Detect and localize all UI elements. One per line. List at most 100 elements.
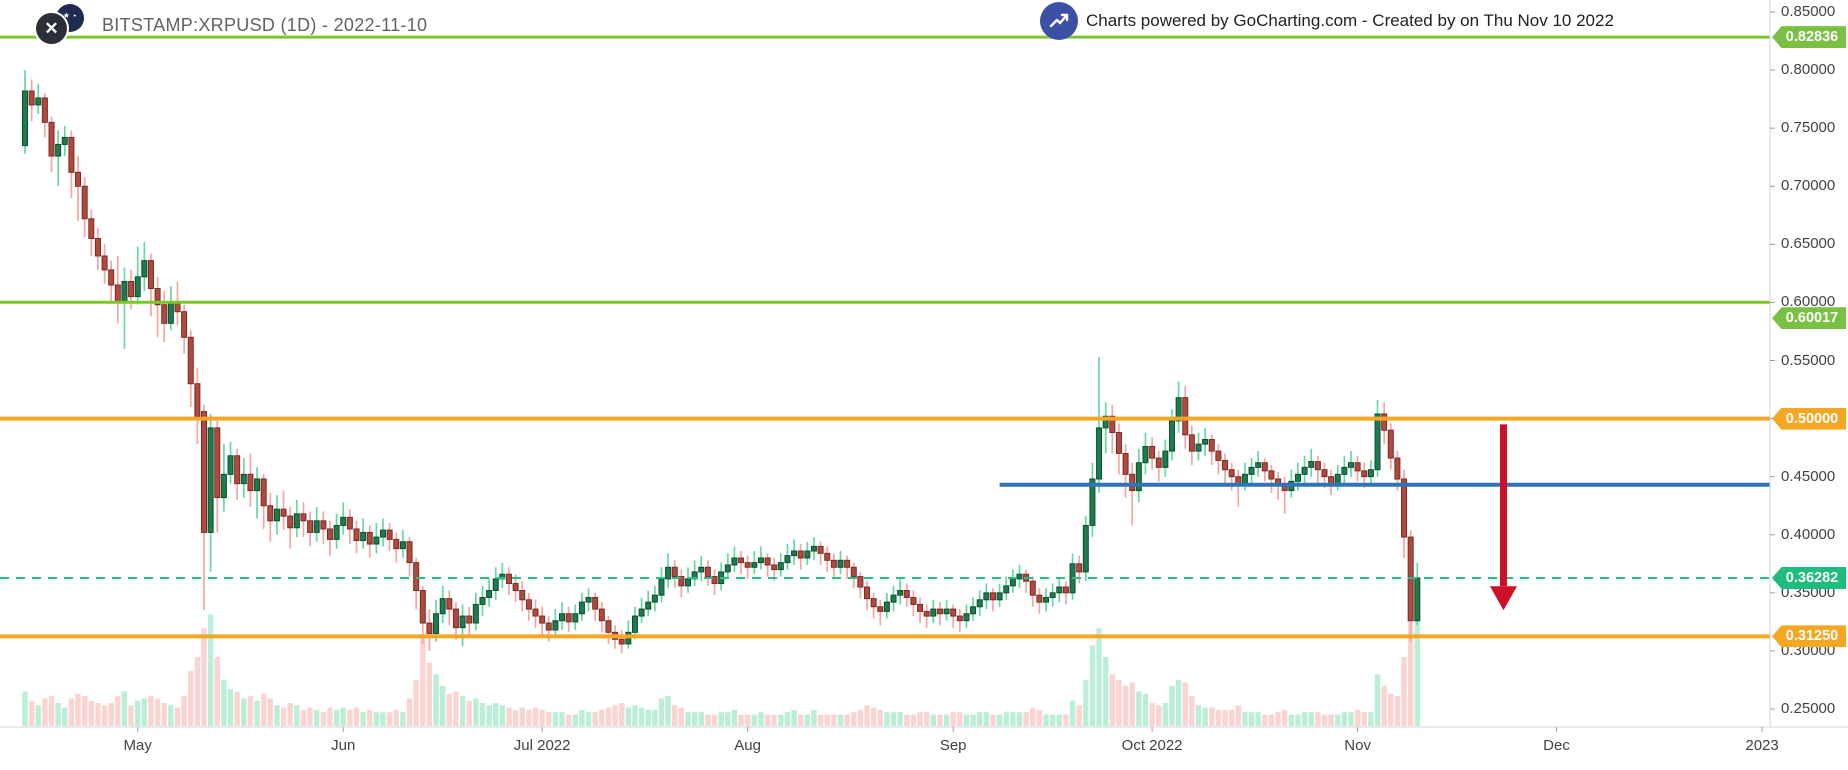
candle-body — [1208, 438, 1215, 452]
volume-bar — [678, 707, 685, 726]
volume-bar — [977, 712, 983, 726]
volume-bar — [983, 712, 990, 726]
volume-bar — [1361, 712, 1367, 726]
candle-body — [466, 615, 473, 624]
volume-bar — [1169, 685, 1175, 726]
volume-bar — [691, 712, 698, 726]
candle-body — [910, 596, 917, 605]
candle-body — [1115, 432, 1122, 454]
price-tick-label: 0.70000 — [1781, 177, 1836, 195]
candle-body — [472, 603, 479, 624]
down-arrow-head[interactable] — [1489, 586, 1517, 611]
volume-bar — [817, 714, 824, 726]
candle-body — [1129, 473, 1136, 492]
candle-body — [1394, 457, 1401, 480]
candle-body — [1049, 592, 1056, 598]
volume-bar — [625, 707, 632, 726]
candle-body — [539, 615, 546, 624]
volume-bar — [68, 698, 75, 726]
candle-body — [194, 383, 201, 417]
candle-body — [307, 520, 314, 533]
volume-bar — [42, 698, 48, 726]
volume-bar — [1255, 712, 1261, 726]
volume-bar — [957, 712, 963, 726]
candle-body — [771, 564, 778, 571]
candle-body — [764, 557, 771, 566]
candle-body — [1089, 478, 1096, 526]
candle-body — [48, 121, 55, 157]
candle-body — [559, 613, 566, 622]
volume-bar — [532, 707, 539, 726]
volume-bar — [884, 712, 890, 726]
candle-body — [287, 515, 294, 529]
candle-body — [877, 606, 884, 612]
candle-body — [996, 592, 1003, 601]
candle-body — [1401, 478, 1408, 538]
volume-bar — [493, 703, 499, 726]
volume-bar — [28, 700, 35, 726]
candle-body — [326, 528, 333, 540]
candle-body — [678, 576, 685, 587]
candle-body — [108, 269, 115, 286]
volume-bar — [1189, 696, 1195, 726]
candle-body — [1135, 462, 1142, 492]
candle-body — [1029, 580, 1036, 596]
xrp-logo-x: ✕ — [36, 13, 67, 44]
candle-body — [837, 559, 844, 568]
candle-body — [353, 528, 360, 542]
volume-bar — [1368, 712, 1374, 726]
volume-bar — [22, 691, 28, 726]
price-badge-0.82836: 0.82836 — [1772, 26, 1846, 49]
candle-body — [55, 143, 62, 157]
candle-body — [1009, 578, 1016, 587]
volume-bar — [274, 705, 280, 726]
volume-bar — [473, 698, 479, 726]
candle-body — [970, 606, 977, 615]
volume-bar — [519, 707, 525, 726]
candle-body — [161, 304, 168, 324]
candle-body — [512, 583, 519, 592]
candle-body — [883, 601, 890, 612]
volume-bar — [552, 712, 559, 726]
candle-body — [154, 287, 161, 306]
candle-body — [273, 508, 280, 522]
volume-bar — [738, 714, 744, 726]
volume-bar — [579, 709, 585, 726]
candle-body — [393, 538, 400, 550]
volume-bar — [234, 691, 240, 726]
candle-body — [1003, 585, 1010, 594]
volume-bar — [711, 714, 718, 726]
candle-body — [1235, 476, 1242, 485]
candle-body — [426, 622, 433, 634]
candle-body — [817, 545, 824, 554]
volume-bar — [1268, 714, 1275, 726]
candle-body — [167, 301, 174, 324]
volume-bar — [499, 705, 506, 726]
volume-bar — [1388, 693, 1394, 726]
volume-bar — [917, 712, 923, 726]
volume-bar — [340, 707, 346, 726]
volume-bar — [837, 714, 844, 726]
volume-bar — [174, 707, 181, 726]
volume-bar — [320, 712, 327, 726]
volume-bar — [333, 709, 340, 726]
candle-body — [373, 536, 380, 545]
volume-bar — [1195, 705, 1202, 726]
candle-body — [943, 608, 950, 615]
volume-bar — [857, 709, 864, 726]
candle-body — [1268, 470, 1275, 480]
candle-body — [1175, 397, 1182, 422]
volume-bar — [930, 714, 937, 726]
candle-body — [479, 596, 486, 605]
volume-bar — [638, 707, 645, 726]
volume-bar — [1275, 712, 1281, 726]
volume-bar — [201, 628, 207, 726]
volume-bar — [486, 705, 492, 726]
volume-bar — [267, 698, 274, 726]
volume-bar — [831, 714, 837, 726]
price-tick-label: 0.85000 — [1781, 3, 1836, 20]
candle-body — [744, 562, 751, 568]
volume-bar — [287, 703, 293, 726]
volume-bar — [1142, 693, 1149, 726]
